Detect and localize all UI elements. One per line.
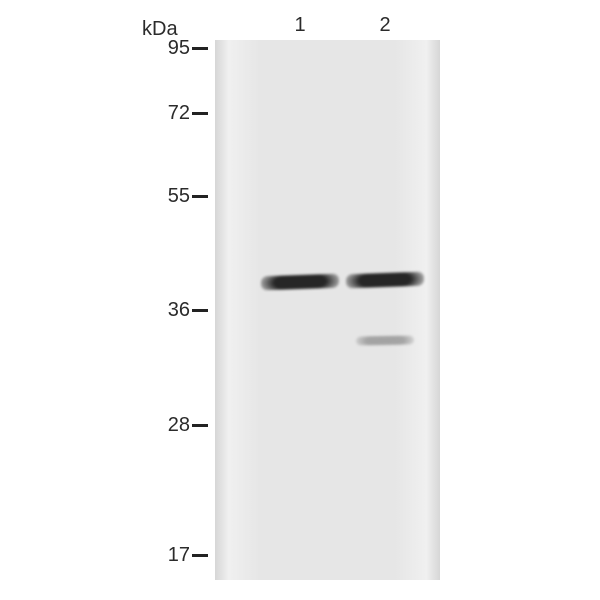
band-lane2-2	[356, 335, 414, 345]
band-lane2-1	[346, 272, 424, 289]
mw-label-72: 72	[150, 102, 190, 125]
mw-label-55: 55	[150, 185, 190, 208]
lane-label-1: 1	[290, 14, 310, 37]
mw-tick-17	[192, 554, 208, 557]
mw-label-17: 17	[150, 544, 190, 567]
mw-tick-55	[192, 195, 208, 198]
membrane-strip	[215, 40, 440, 580]
blot-figure: kDa 957255362817 12	[0, 0, 600, 600]
lane-label-2: 2	[375, 14, 395, 37]
mw-tick-72	[192, 112, 208, 115]
mw-tick-95	[192, 47, 208, 50]
band-lane1-0	[261, 274, 339, 291]
mw-label-36: 36	[150, 299, 190, 322]
mw-label-95: 95	[150, 37, 190, 60]
mw-tick-28	[192, 424, 208, 427]
mw-label-28: 28	[150, 414, 190, 437]
mw-tick-36	[192, 309, 208, 312]
